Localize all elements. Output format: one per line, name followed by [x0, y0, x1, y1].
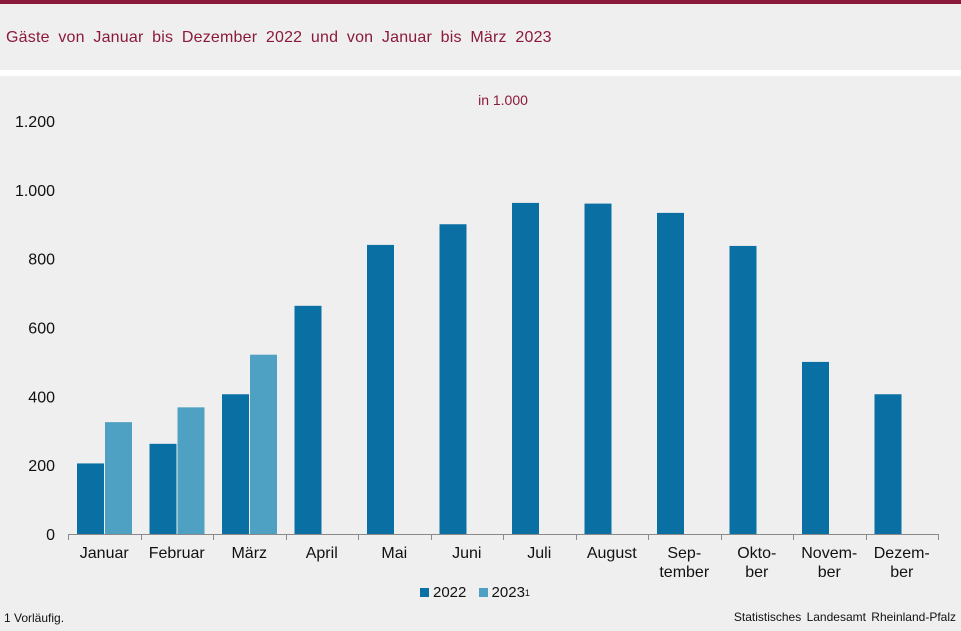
x-tick-label: Februar	[149, 545, 206, 562]
y-tick-label: 1.200	[15, 114, 55, 131]
y-tick-label: 1.000	[15, 183, 55, 200]
x-tick-label: ber	[890, 564, 914, 581]
bar-2022-11	[874, 394, 902, 534]
bar-2022-9	[729, 245, 757, 534]
y-tick-label: 400	[28, 389, 55, 406]
title-separator	[0, 70, 961, 76]
legend-label-2022: 2022	[433, 584, 467, 601]
x-tick-label: Juli	[527, 545, 551, 562]
bar-2022-4	[367, 244, 394, 534]
bar-2022-7	[584, 203, 612, 534]
x-tick-label: Juni	[452, 545, 481, 562]
chart-title: Gäste von Januar bis Dezember 2022 und v…	[6, 29, 552, 46]
x-tick-label: ber	[818, 564, 842, 581]
x-tick-label: Novem-	[801, 545, 857, 562]
title-band	[0, 4, 961, 70]
bars	[77, 202, 902, 534]
x-tick-label: Sep-	[667, 545, 701, 562]
x-tick-label: April	[306, 545, 338, 562]
x-tick-label: Dezem-	[874, 545, 930, 562]
y-tick-label: 200	[28, 458, 55, 475]
bar-2022-5	[439, 224, 467, 534]
x-tick-label: März	[231, 545, 267, 562]
legend-swatch-2023	[478, 588, 488, 597]
top-accent-bar	[0, 0, 961, 4]
footnote: 1 Vorläufig.	[4, 611, 65, 625]
x-axis: Januar Februar März April Mai Juni Juli August S…	[68, 534, 939, 581]
bar-2023-0	[105, 422, 132, 534]
y-axis: 0 200 400 600 800 1.000 1.200	[15, 114, 55, 544]
x-tick-label: August	[587, 545, 637, 562]
bar-2022-1	[149, 443, 177, 534]
x-tick-label: tember	[659, 564, 709, 581]
unit-label: in 1.000	[478, 92, 528, 108]
y-tick-label: 600	[28, 321, 55, 338]
x-tick-label: ber	[745, 564, 769, 581]
bar-2022-8	[657, 212, 684, 534]
y-tick-label: 0	[46, 527, 55, 544]
source-note: Statistisches Landesamt Rheinland-Pfalz	[733, 610, 956, 624]
x-tick-label: Okto-	[737, 545, 776, 562]
bar-2022-3	[294, 305, 322, 534]
bar-2022-6	[512, 202, 539, 534]
legend-label-2023: 2023	[491, 584, 525, 601]
legend-item-2022: 2022	[420, 584, 466, 601]
chart-area	[0, 76, 961, 631]
legend-swatch-2022	[420, 588, 429, 597]
legend: 2022 2023 1	[420, 584, 538, 601]
legend-item-2023: 2023 1	[478, 584, 530, 601]
bar-2022-10	[802, 361, 829, 534]
x-tick-label: Mai	[381, 545, 407, 562]
bar-2023-1	[177, 407, 205, 534]
x-tick-label: Januar	[80, 545, 130, 562]
legend-footnote-marker: 1	[524, 587, 530, 598]
y-tick-label: 800	[28, 252, 55, 269]
bar-2022-0	[77, 463, 104, 534]
bar-2023-2	[250, 354, 277, 534]
bar-2022-2	[222, 394, 249, 534]
